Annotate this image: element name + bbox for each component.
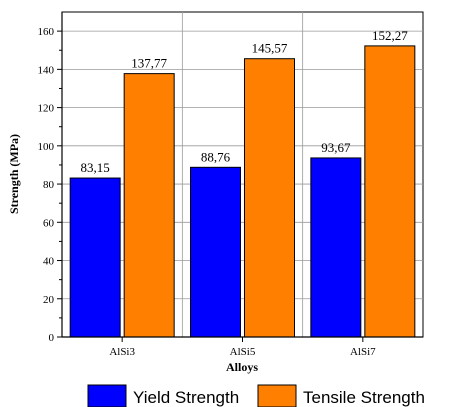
plot-area bbox=[61, 11, 424, 338]
data-label: 83,15 bbox=[81, 160, 110, 175]
y-tick-label: 20 bbox=[43, 294, 55, 306]
data-label: 145,57 bbox=[252, 41, 288, 56]
y-tick-label: 160 bbox=[38, 26, 55, 38]
y-tick-label: 100 bbox=[38, 141, 55, 153]
bar-yield-strength bbox=[69, 177, 121, 338]
bar-tensile-strength bbox=[123, 73, 175, 338]
legend-label: Yield Strength bbox=[133, 388, 239, 407]
bar-tensile-strength bbox=[244, 58, 295, 338]
x-tick-label: AlSi5 bbox=[230, 346, 256, 358]
grid-lines bbox=[62, 12, 423, 337]
legend: Yield Strength Tensile Strength bbox=[87, 384, 425, 407]
x-tick-label: AlSi3 bbox=[109, 346, 135, 358]
y-tick-label: 60 bbox=[43, 217, 55, 229]
legend-swatch-yield-strength bbox=[87, 384, 127, 407]
legend-label: Tensile Strength bbox=[303, 388, 425, 407]
y-tick-label: 80 bbox=[43, 179, 55, 191]
y-tick-label: 0 bbox=[49, 332, 55, 344]
bar-tensile-strength bbox=[364, 45, 416, 338]
axes: AlSi3 AlSi5 AlSi7 0 20 40 60 80 100 120 140 160 bbox=[38, 12, 423, 358]
x-axis-title: Alloys bbox=[226, 360, 258, 374]
x-tick-label: AlSi7 bbox=[350, 346, 376, 358]
y-tick-label: 120 bbox=[38, 103, 55, 115]
y-tick-label: 40 bbox=[43, 256, 55, 268]
bars: 83,15 137,77 88,76 145,57 93,67 152,27 bbox=[69, 28, 416, 338]
y-axis-title: Strength (MPa) bbox=[7, 134, 21, 214]
data-label: 152,27 bbox=[372, 28, 408, 43]
y-tick-label: 140 bbox=[38, 64, 55, 76]
legend-swatch-tensile-strength bbox=[257, 384, 297, 407]
bar-yield-strength bbox=[190, 166, 241, 338]
data-label: 137,77 bbox=[131, 56, 167, 71]
data-label: 93,67 bbox=[321, 140, 351, 155]
bar-yield-strength bbox=[310, 157, 362, 338]
data-label: 88,76 bbox=[201, 149, 231, 164]
